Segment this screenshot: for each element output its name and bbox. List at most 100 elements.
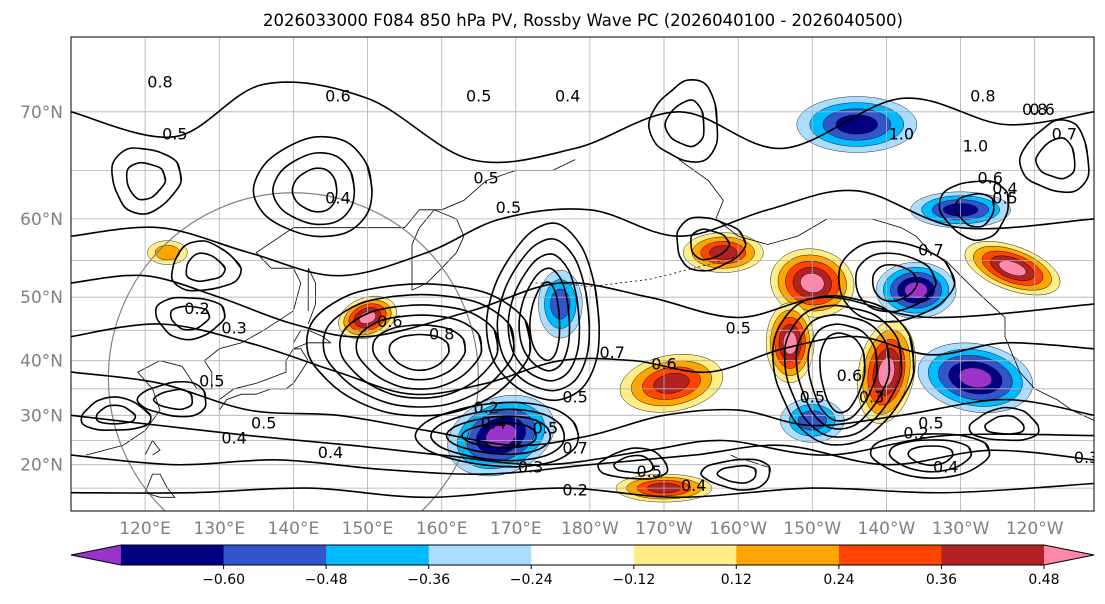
pv-contour-line (291, 167, 338, 213)
contour-label: 0.6 (977, 169, 1002, 188)
coastline-segment (218, 348, 309, 411)
pv-contour-line (414, 401, 580, 468)
pv-contour-line (71, 414, 1094, 466)
colorbar-box (736, 545, 840, 565)
pv-contour-line (430, 408, 566, 462)
coastline-segment (85, 159, 576, 456)
pv-contour-line (154, 296, 226, 341)
contour-label: 1.0 (889, 125, 914, 144)
contour-label: 0.3 (221, 318, 246, 337)
longitude-label: 160°E (416, 519, 468, 539)
pv-contour-line (71, 371, 1094, 447)
longitude-label: 140°W (858, 519, 916, 539)
longitude-labels: 120°E 130°E 140°E 150°E 160°E 170°E 180°W 170°W… (119, 519, 1064, 539)
colorbar-tick-label: 0.36 (926, 572, 957, 588)
latitude-labels: 70°N 60°N 50°N 40°N 30°N 20°N (20, 103, 63, 476)
contour-label: 0.6 (377, 312, 402, 331)
latitude-label: 30°N (20, 406, 63, 426)
longitude-label: 130°E (193, 519, 245, 539)
pv-contour-line (984, 414, 1025, 435)
contour-label: 0.8 (1022, 100, 1047, 119)
pv-contour-line (372, 324, 467, 381)
pv-contour-line (716, 464, 757, 484)
colorbar-outline (70, 544, 1095, 566)
pv-contour-line (1035, 137, 1076, 180)
latitude-label: 70°N (20, 103, 63, 123)
pv-contour-line (271, 152, 356, 226)
contour-label: 0.2 (473, 398, 498, 417)
colorbar-tick-label: 0.24 (823, 572, 854, 588)
coastline-segment (144, 439, 161, 456)
colorbar-box (838, 545, 943, 565)
plot-frame (70, 36, 1095, 512)
contour-label: 0.5 (800, 388, 825, 407)
pv-contour-line (1018, 119, 1090, 194)
pv-contour-line (185, 252, 226, 283)
colorbar-box (633, 545, 737, 565)
longitude-label: 130°W (932, 519, 990, 539)
pv-contour-line (938, 179, 1010, 242)
colorbar-box (428, 545, 532, 565)
longitude-label: 140°E (268, 519, 320, 539)
pv-contour-line (807, 323, 878, 422)
contour-label: 0.4 (681, 476, 706, 495)
contour-label: 0.5 (466, 86, 491, 105)
pv-contour-line (71, 274, 1094, 338)
pv-contour-line (496, 238, 591, 392)
pv-contour-line (71, 482, 1094, 499)
latitude-label: 40°N (20, 352, 63, 372)
contour-label: 0.5 (725, 318, 750, 337)
colorbar-tick-label: −0.12 (612, 572, 655, 588)
longitude-label: 170°E (490, 519, 542, 539)
longitude-label: 120°E (119, 519, 171, 539)
colorbar: −0.60 −0.48 −0.36 −0.24 −0.12 0.12 0.24 0.36 0.4… (70, 544, 1095, 588)
pv-contour-line (445, 415, 552, 456)
pv-contour-line (125, 161, 167, 201)
contour-label: 0.8 (147, 72, 172, 91)
anomaly-blob (964, 241, 1061, 296)
contour-label: 0.5 (251, 414, 276, 433)
contour-label: 0.5 (992, 188, 1017, 207)
contour-label: 0.6 (325, 86, 350, 105)
pv-contour-line (783, 304, 903, 438)
pv-contour-line (507, 253, 581, 382)
contour-label: 0.4 (933, 457, 958, 476)
pv-contour-line (676, 216, 747, 272)
longitude-label: 150°E (342, 519, 394, 539)
anomaly-level (550, 288, 571, 320)
colorbar-box (531, 545, 635, 565)
contour-label: 0.7 (599, 343, 624, 362)
pv-contour-line (71, 444, 1094, 476)
pv-contour-line (888, 439, 973, 473)
pv-contour-line (339, 304, 499, 399)
contour-label: 0.5 (636, 462, 661, 481)
longitude-label: 150°W (783, 519, 841, 539)
coastline-segment (307, 268, 316, 325)
pv-contour-line (80, 396, 152, 432)
colorbar-tick-label: −0.48 (305, 572, 348, 588)
pv-contour-line (529, 281, 561, 362)
pv-contour-line (613, 454, 654, 474)
colorbar-tick-label: −0.36 (407, 572, 450, 588)
pv-contour-line (136, 381, 207, 418)
pv-contour-line (322, 293, 515, 408)
pv-contour-line (71, 323, 1094, 396)
pv-contour-line (838, 240, 956, 323)
contour-label: 0.2 (903, 424, 928, 443)
contour-label: 0.2 (184, 299, 209, 318)
colorbar-tick-label: 0.12 (721, 572, 752, 588)
contour-label: 0.5 (918, 414, 943, 433)
pv-contour-line (854, 252, 937, 313)
contour-label: 0.6 (837, 366, 862, 385)
colorbar-box (326, 545, 430, 565)
colorbar-box (941, 545, 1045, 565)
contour-label: 0.8 (970, 86, 995, 105)
colorbar-tick-label: −0.60 (202, 572, 245, 588)
latitude-label: 50°N (20, 288, 63, 308)
pv-contour-line (771, 295, 915, 446)
pv-contour-line (252, 135, 373, 238)
anomaly-level (653, 373, 690, 394)
colorbar-tick-label: −0.24 (510, 572, 553, 588)
pv-contours (71, 79, 1094, 499)
